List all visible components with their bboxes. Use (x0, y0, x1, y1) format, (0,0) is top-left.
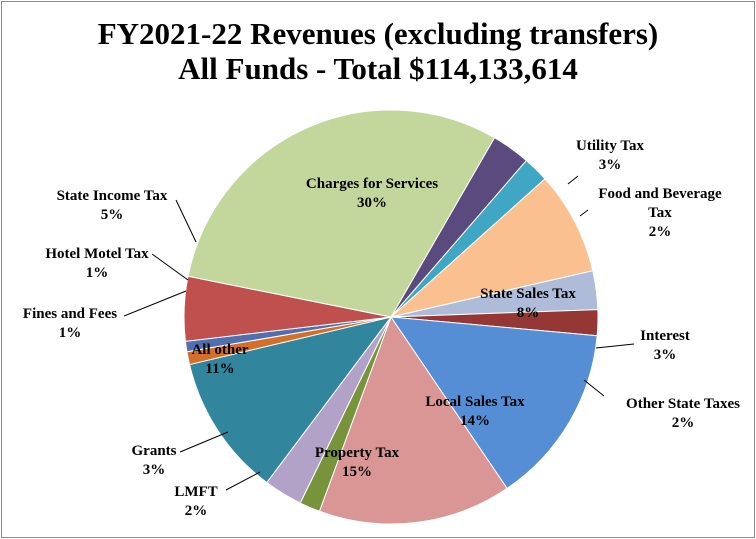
data-label-percent: 1% (59, 325, 82, 341)
data-label-interest: Interest 3% (640, 328, 690, 363)
data-label-grants: Grants 3% (132, 443, 177, 478)
data-label-name: Hotel Motel Tax (45, 246, 149, 262)
data-label-name: Local Sales Tax (425, 394, 525, 410)
data-label-name: All other (191, 342, 248, 358)
chart-title: FY2021-22 Revenues (excluding transfers)… (0, 16, 756, 86)
data-label-hotel-motel-tax: Hotel Motel Tax 1% (45, 246, 149, 281)
data-label-percent: 8% (517, 305, 540, 321)
chart-title-line-2: All Funds - Total $114,133,614 (178, 51, 578, 86)
data-label-local-sales-tax: Local Sales Tax 14% (425, 394, 525, 429)
data-label-percent: 3% (143, 462, 166, 478)
data-label-percent: 2% (649, 224, 672, 240)
leader-line-lmft (225, 471, 261, 491)
data-label-name: Tax (648, 205, 672, 221)
data-label-percent: 11% (205, 361, 234, 377)
data-label-state-income-tax: State Income Tax 5% (57, 188, 168, 223)
data-label-percent: 5% (101, 207, 124, 223)
data-label-other-state-taxes: Other State Taxes 2% (626, 396, 740, 431)
data-label-percent: 3% (654, 347, 677, 363)
leader-line-fines-and-fees (123, 290, 187, 317)
leader-line-utility-tax (567, 175, 579, 185)
leader-line-food-and-beverage-tax (579, 209, 589, 217)
pie-slice-all-other (188, 316, 393, 484)
data-label-name: Interest (640, 328, 690, 344)
data-label-name: Grants (132, 443, 177, 459)
data-label-percent: 14% (460, 413, 490, 429)
data-label-name: State Sales Tax (480, 286, 576, 302)
data-label-percent: 2% (672, 415, 695, 431)
leader-line-other-state-taxes (583, 379, 605, 397)
data-label-name: Charges for Services (306, 176, 438, 192)
data-label-name: Food and Beverage (598, 186, 722, 202)
data-label-name: State Income Tax (57, 188, 168, 204)
leader-line-hotel-motel-tax (151, 253, 189, 281)
pie-slice-local-sales-tax (389, 316, 598, 490)
pie-slice-property-tax (318, 315, 508, 525)
data-label-percent: 15% (342, 464, 372, 480)
pie-slice-state-sales-tax (389, 178, 594, 318)
leader-line-interest (595, 343, 635, 349)
data-label-name: LMFT (174, 484, 217, 500)
data-label-utility-tax: Utility Tax 3% (576, 138, 644, 173)
data-label-food-and-beverage-tax: Food and Beverage Tax 2% (598, 186, 722, 240)
leader-line-state-income-tax (175, 199, 197, 243)
data-label-name: Other State Taxes (626, 396, 740, 412)
data-label-charges-for-services: Charges for Services 30% (306, 176, 438, 211)
data-label-lmft: LMFT 2% (174, 484, 217, 519)
data-label-percent: 2% (185, 503, 208, 519)
leader-line-grants (179, 431, 229, 453)
data-label-percent: 30% (357, 195, 387, 211)
pie-slice-charges-for-services (187, 109, 496, 318)
data-label-name: Property Tax (315, 445, 400, 461)
data-label-fines-and-fees: Fines and Fees 1% (23, 306, 117, 341)
chart-title-line-1: FY2021-22 Revenues (excluding transfers) (97, 16, 659, 51)
data-label-percent: 3% (599, 157, 622, 173)
data-label-percent: 1% (86, 265, 109, 281)
data-label-state-sales-tax: State Sales Tax 8% (480, 286, 576, 321)
data-label-all-other: All other 11% (191, 342, 248, 377)
data-label-property-tax: Property Tax 15% (315, 445, 400, 480)
data-label-name: Utility Tax (576, 138, 644, 154)
data-label-name: Fines and Fees (23, 306, 117, 322)
